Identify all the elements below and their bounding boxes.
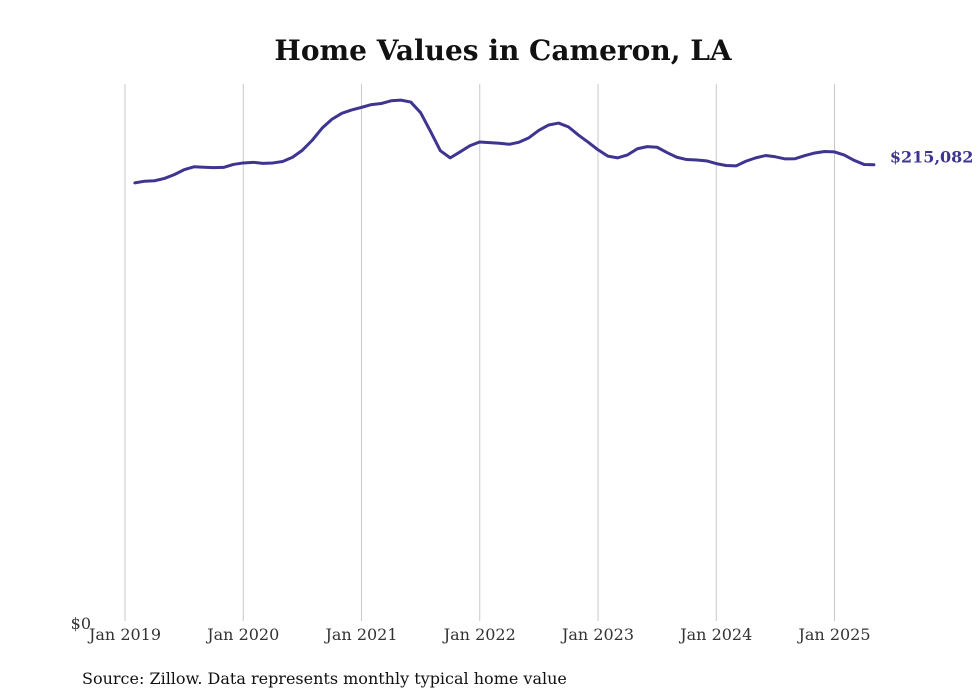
data-point-2022-04 [507,142,511,146]
data-point-2022-03 [497,141,501,145]
data-point-2021-08 [428,129,432,133]
data-point-2023-01 [596,148,600,152]
data-point-2019-05 [162,176,166,180]
data-point-2024-03 [734,164,738,168]
gridlines [124,84,835,621]
series-line-0 [133,98,876,185]
x-tick-label-2019: Jan 2019 [87,625,161,644]
data-point-2025-03 [852,158,856,162]
data-point-2022-11 [576,133,580,137]
data-point-2023-04 [626,153,630,157]
data-point-2023-02 [606,154,610,158]
data-point-2025-02 [842,153,846,157]
data-point-2020-09 [320,126,324,130]
data-point-2021-09 [438,149,442,153]
data-point-2025-01 [833,150,837,154]
data-point-2023-11 [695,158,699,162]
data-point-2019-10 [212,166,216,170]
data-point-2020-04 [271,161,275,165]
data-point-2024-02 [724,164,728,168]
data-point-2020-01 [241,161,245,165]
data-point-2022-12 [586,140,590,144]
data-point-2024-09 [793,157,797,161]
data-point-2024-10 [803,154,807,158]
data-point-2024-07 [773,155,777,159]
data-point-2020-10 [330,117,334,121]
data-point-2024-12 [823,150,827,154]
data-point-2020-06 [291,155,295,159]
data-point-2022-01 [478,140,482,144]
data-point-2021-07 [419,111,423,115]
data-point-2021-03 [379,102,383,106]
data-point-2023-09 [675,155,679,159]
data-point-2023-07 [655,145,659,149]
data-point-2019-06 [172,173,176,177]
data-point-2020-08 [310,138,314,142]
data-point-2022-09 [557,121,561,125]
data-point-2020-07 [300,148,304,152]
data-point-2019-04 [153,179,157,183]
data-point-2019-08 [192,165,196,169]
x-tick-label-2020: Jan 2020 [205,625,279,644]
data-point-2023-05 [635,147,639,151]
data-point-2021-01 [360,105,364,109]
x-tick-label-2024: Jan 2024 [678,625,752,644]
y-tick-label-0: $0 [71,614,91,633]
data-point-2025-04 [862,162,866,166]
data-point-2024-06 [764,154,768,158]
data-point-2021-02 [369,103,373,107]
data-point-2023-06 [645,145,649,149]
data-point-2024-01 [714,162,718,166]
data-point-2020-05 [281,159,285,163]
data-point-2023-08 [665,151,669,155]
data-point-2021-06 [409,100,413,104]
data-point-2023-03 [616,156,620,160]
data-point-2022-02 [488,141,492,145]
data-point-2019-09 [202,165,206,169]
data-point-2021-04 [389,99,393,103]
y-axis-ticks: $0 [71,614,91,633]
data-point-2019-07 [182,168,186,172]
data-point-2022-07 [537,128,541,132]
x-tick-label-2025: Jan 2025 [796,625,870,644]
data-point-2025-05 [872,163,876,167]
end-value-label: $215,082 [890,148,974,167]
data-point-2020-11 [340,111,344,115]
data-point-2020-02 [251,160,255,164]
data-point-2019-11 [222,165,226,169]
chart-title: Home Values in Cameron, LA [274,34,733,67]
data-point-2022-05 [517,140,521,144]
data-point-2023-10 [685,158,689,162]
data-point-2024-05 [754,156,758,160]
x-tick-label-2021: Jan 2021 [323,625,397,644]
data-point-2022-06 [527,136,531,140]
data-point-2022-08 [547,123,551,127]
series-layer [133,98,876,185]
data-point-2021-12 [468,144,472,148]
data-point-2020-12 [350,108,354,112]
data-point-2023-12 [704,159,708,163]
x-tick-label-2023: Jan 2023 [560,625,634,644]
data-point-2021-10 [448,156,452,160]
data-point-2019-02 [133,181,137,185]
data-point-2024-04 [744,159,748,163]
data-point-2019-12 [231,162,235,166]
data-point-2021-11 [458,150,462,154]
data-point-2021-05 [399,98,403,102]
x-axis-ticks: Jan 2019 Jan 2020 Jan 2021 Jan 2022 Jan 2023… [87,625,871,644]
data-point-2020-03 [261,161,265,165]
data-point-2024-11 [813,151,817,155]
data-point-2019-03 [143,179,147,183]
data-point-2022-10 [566,125,570,129]
source-note: Source: Zillow. Data represents monthly … [82,669,567,688]
data-point-2024-08 [783,157,787,161]
x-tick-label-2022: Jan 2022 [442,625,516,644]
